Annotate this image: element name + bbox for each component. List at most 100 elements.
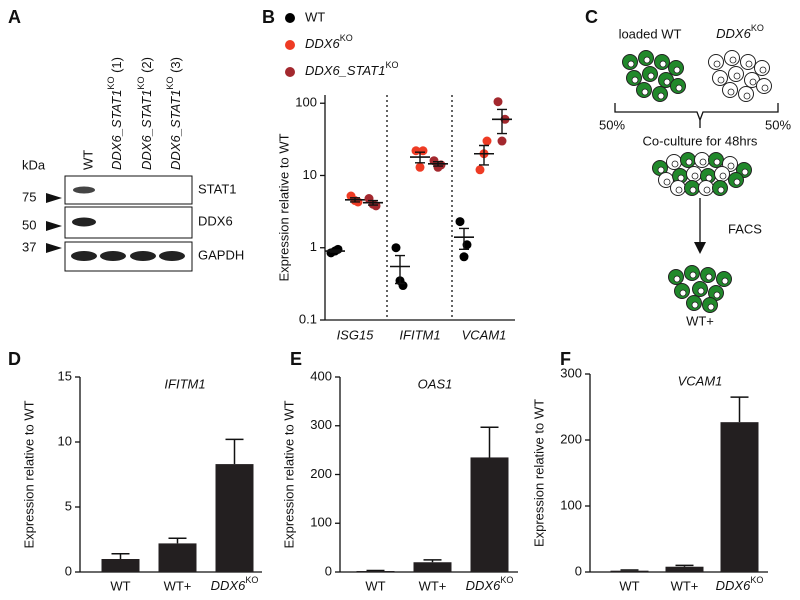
band (73, 186, 95, 194)
nucleus (675, 84, 683, 92)
nucleus (733, 72, 741, 80)
band (130, 251, 156, 261)
nucleus (745, 60, 753, 68)
x-tick-label: WT+ (419, 578, 447, 593)
y-tick-label: 200 (310, 466, 332, 481)
x-tick-label: WT (619, 578, 639, 593)
x-tick-label: IFITM1 (399, 327, 440, 342)
y-tick-label: 10 (58, 433, 72, 448)
chart-title: IFITM1 (164, 376, 205, 391)
diagram-text: DDX6KO (716, 23, 764, 41)
dot (418, 146, 428, 156)
y-tick-label: 100 (295, 95, 317, 110)
nucleus (741, 168, 749, 176)
dot (415, 162, 425, 172)
nucleus (673, 66, 681, 74)
diagram-text: WT+ (686, 313, 714, 328)
error-bar (395, 254, 405, 285)
nucleus (719, 172, 727, 180)
nucleus (647, 72, 655, 80)
text-part: DDX6_STAT1 (139, 90, 154, 170)
x-tick-label: WT+ (164, 578, 192, 593)
text-part: DDX6 (305, 36, 340, 51)
y-tick-label: 200 (560, 431, 582, 446)
y-axis-label: Expression relative to WT (281, 400, 296, 548)
error-bar (497, 108, 507, 135)
dot (411, 146, 421, 156)
error-bar (415, 151, 425, 164)
nucleus (631, 76, 639, 84)
y-tick-label: 300 (310, 417, 332, 432)
nucleus (691, 301, 699, 309)
superscript: KO (245, 575, 258, 585)
y-tick-label: 0 (65, 563, 72, 578)
x-tick-label: ISG15 (337, 327, 375, 342)
band-label: STAT1 (198, 181, 237, 196)
y-axis-label: Expression relative to WT (531, 399, 546, 547)
error-bar (225, 438, 244, 465)
panel-label: F (560, 349, 571, 369)
nucleus (673, 275, 681, 283)
marker-arrow (46, 243, 62, 253)
nucleus (749, 78, 757, 86)
error-bar (168, 537, 187, 544)
marker-arrow (46, 221, 62, 231)
diagram-text: 50% (599, 117, 625, 132)
bar (610, 570, 649, 572)
text-part: DDX6 (211, 578, 246, 593)
dot (391, 243, 401, 253)
band (72, 217, 96, 227)
dot (497, 136, 507, 146)
panel-label: C (585, 7, 598, 27)
y-tick-label: 300 (560, 365, 582, 380)
superscript: KO (385, 60, 398, 70)
text-part: DDX6 (716, 578, 751, 593)
text-part: (2) (139, 57, 154, 77)
dot (475, 165, 485, 175)
nucleus (721, 277, 729, 285)
nucleus (733, 178, 741, 186)
nucleus (713, 158, 721, 166)
chart-title: OAS1 (418, 376, 453, 391)
dot (462, 240, 472, 250)
diagram-text: Co-culture for 48hrs (643, 133, 758, 148)
bar (470, 457, 509, 572)
nucleus (675, 186, 683, 194)
y-tick-label: 400 (310, 368, 332, 383)
x-tick-label: DDX6KO (716, 575, 764, 593)
nucleus (705, 273, 713, 281)
bar (720, 422, 759, 572)
error-bar (423, 559, 442, 563)
nucleus (699, 158, 707, 166)
band (71, 251, 97, 261)
y-tick-label: 0.1 (299, 311, 317, 326)
y-axis-label: Expression relative to WT (276, 133, 291, 281)
marker-label: 37 (22, 239, 36, 254)
nucleus (641, 88, 649, 96)
bar (665, 566, 704, 572)
error-bar (675, 564, 694, 567)
y-axis-label: Expression relative to WT (21, 400, 36, 548)
bracket (614, 103, 779, 122)
diagram-text: FACS (728, 221, 762, 236)
superscript: KO (751, 23, 764, 33)
dot (493, 97, 503, 107)
x-tick-label: WT (110, 578, 130, 593)
nucleus (679, 289, 687, 297)
bar (356, 571, 395, 572)
nucleus (691, 172, 699, 180)
nucleus (685, 158, 693, 166)
dot (429, 156, 439, 166)
legend-marker (285, 13, 295, 23)
nucleus (643, 56, 651, 64)
superscript: KO (136, 77, 146, 90)
legend-label: DDX6KO (305, 33, 353, 51)
nucleus (697, 287, 705, 295)
lane-label: DDX6_STAT1KO (2) (136, 57, 154, 170)
x-tick-label: DDX6KO (466, 575, 514, 593)
marker-arrow (46, 193, 62, 203)
y-tick-label: 0 (575, 563, 582, 578)
legend-label: DDX6_STAT1KO (305, 60, 398, 78)
nucleus (689, 186, 697, 194)
